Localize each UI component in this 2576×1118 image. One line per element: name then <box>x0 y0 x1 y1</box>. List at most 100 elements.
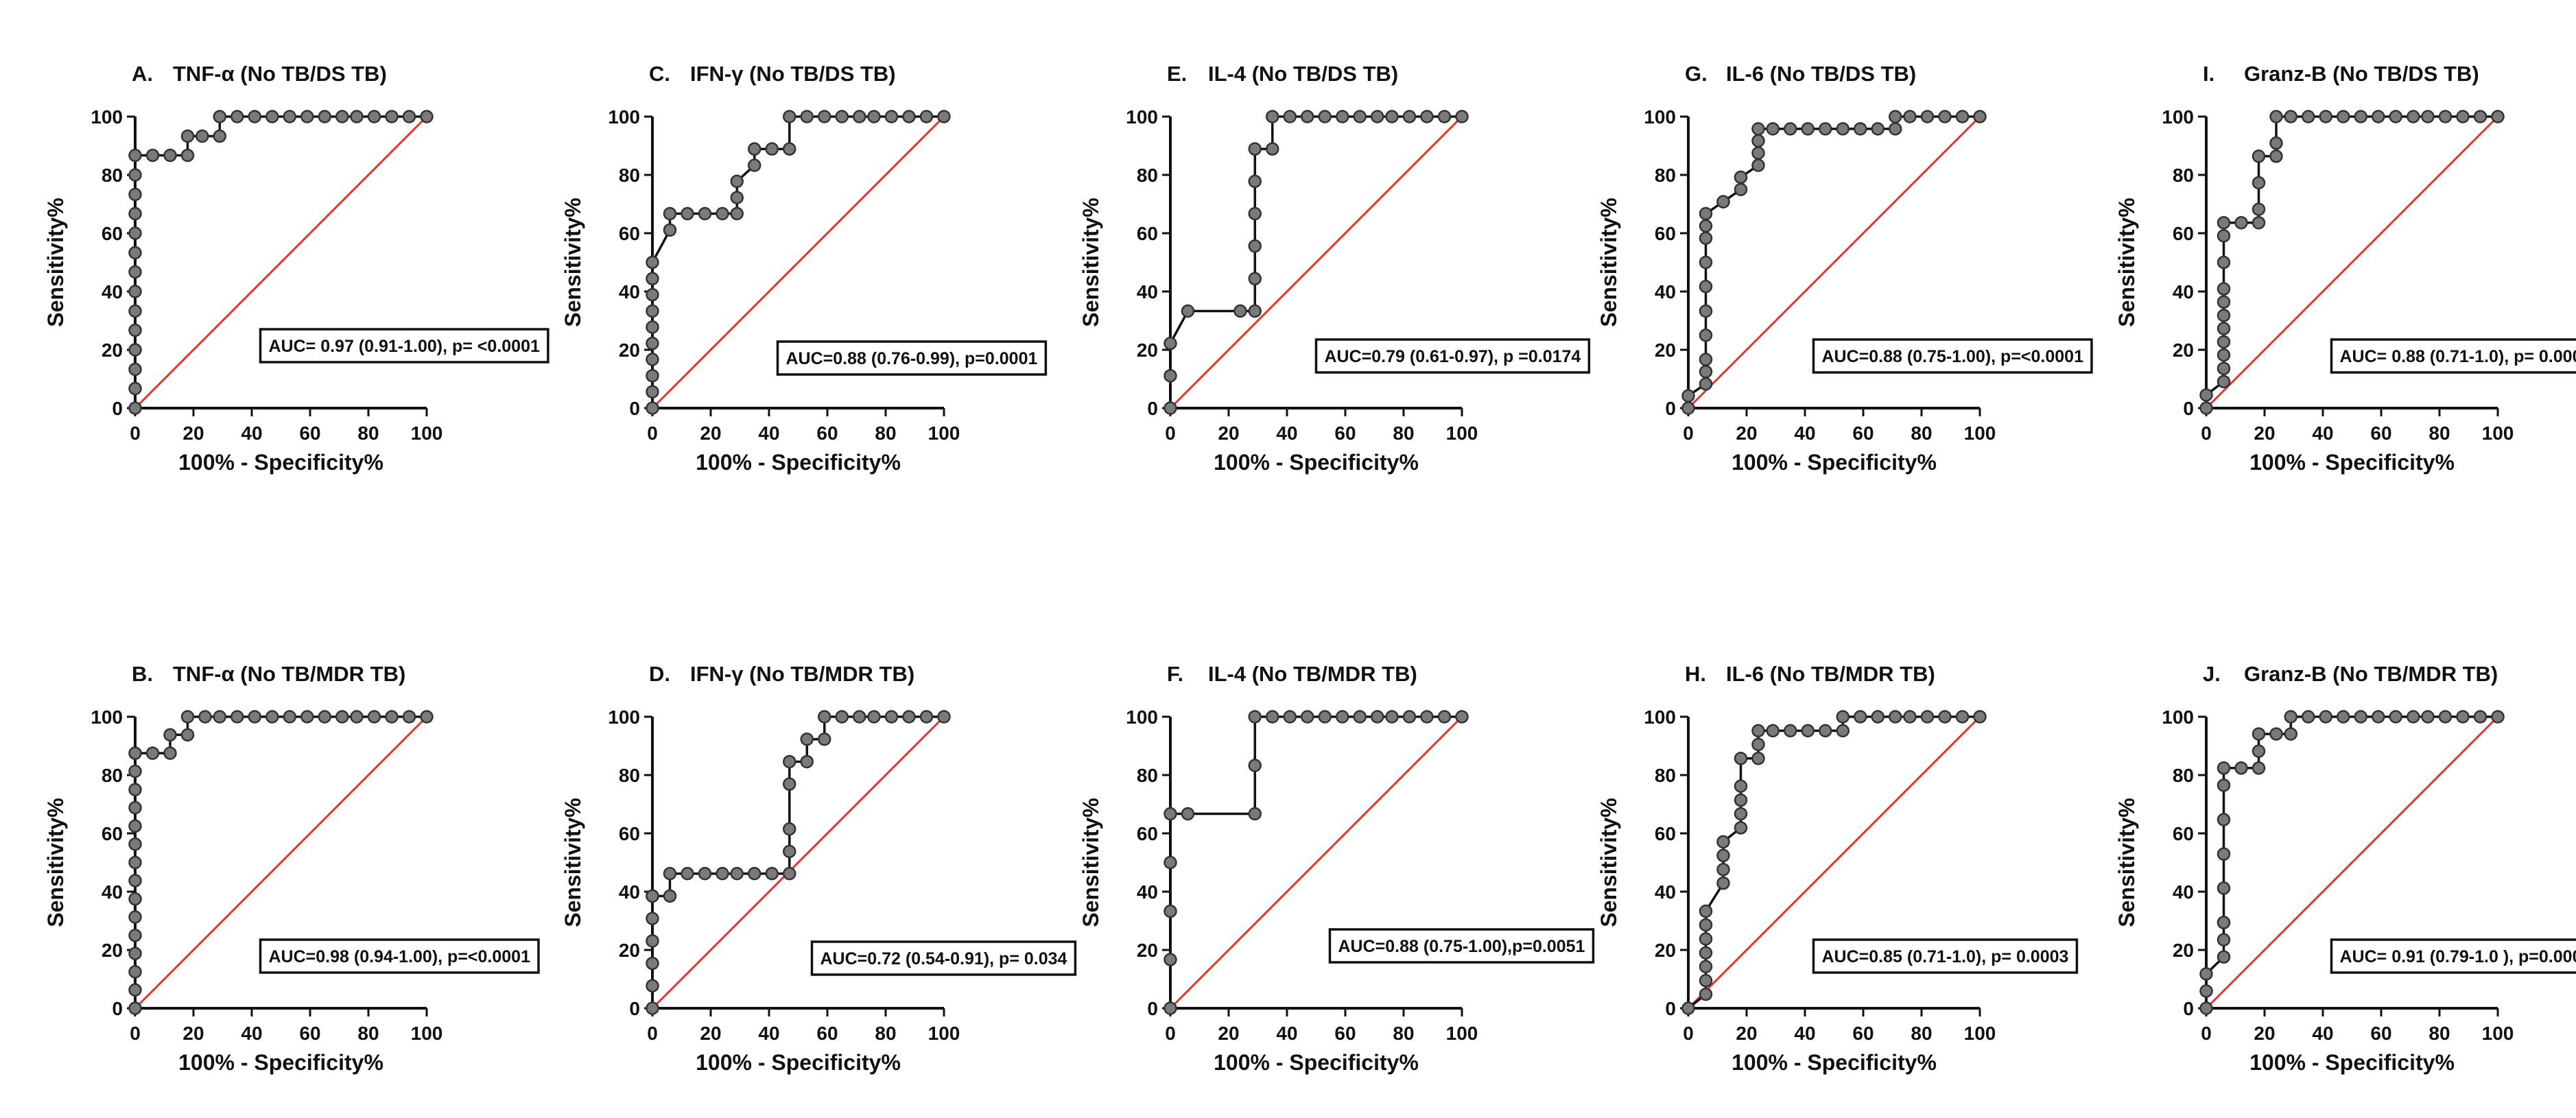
y-tick-label: 80 <box>1137 765 1158 786</box>
roc-point <box>1318 710 1332 724</box>
x-tick-label: 40 <box>758 1023 779 1044</box>
roc-point <box>1801 724 1815 738</box>
x-tick-label: 20 <box>1736 423 1757 444</box>
roc-point <box>1889 710 1902 724</box>
y-tick-label: 100 <box>1644 106 1676 128</box>
panel-title: Granz-B (No TB/MDR TB) <box>2244 662 2498 686</box>
panel-letter: A. <box>132 62 153 86</box>
roc-point <box>698 206 712 221</box>
roc-point <box>1681 1001 1695 1015</box>
roc-point <box>1801 122 1815 136</box>
roc-point <box>2491 710 2505 724</box>
x-tick-label: 20 <box>182 1023 204 1044</box>
x-tick-label: 20 <box>2254 423 2275 444</box>
panel-letter: I. <box>2203 62 2214 86</box>
roc-point <box>1420 110 1434 123</box>
y-tick-label: 20 <box>2173 340 2194 361</box>
y-tick-label: 0 <box>1665 398 1676 419</box>
roc-point <box>213 129 226 143</box>
y-tick-label: 80 <box>102 165 123 186</box>
roc-point <box>1455 110 1469 123</box>
x-tick-label: 80 <box>1911 1023 1932 1044</box>
panel-title: IFN-γ (No TB/DS TB) <box>690 62 896 86</box>
y-tick-label: 0 <box>2183 998 2194 1019</box>
roc-point <box>128 929 142 942</box>
roc-point <box>765 142 779 156</box>
x-tick-label: 80 <box>357 423 379 444</box>
y-tick-label: 40 <box>1137 881 1158 903</box>
roc-point <box>1301 110 1314 123</box>
roc-point <box>128 187 142 202</box>
roc-point <box>663 866 677 881</box>
roc-point <box>2372 110 2385 123</box>
x-tick-label: 40 <box>241 423 262 444</box>
panel-letter: F. <box>1167 662 1183 686</box>
roc-point <box>1699 231 1713 245</box>
roc-point <box>2217 229 2231 243</box>
y-tick-label: 100 <box>91 706 123 728</box>
roc-point <box>902 110 916 123</box>
y-tick-label: 60 <box>2173 223 2194 244</box>
roc-point <box>1163 401 1177 415</box>
y-tick-label: 40 <box>102 281 123 302</box>
x-tick-label: 60 <box>1334 423 1356 444</box>
roc-point <box>663 206 677 221</box>
roc-point <box>128 965 142 979</box>
roc-point <box>2284 710 2297 724</box>
roc-point <box>2199 401 2213 415</box>
auc-text: AUC=0.98 (0.94-1.00), p=<0.0001 <box>269 947 531 966</box>
roc-point <box>196 129 209 143</box>
roc-point <box>2199 388 2213 402</box>
roc-point <box>1734 821 1748 835</box>
y-axis-label: Sensitivity% <box>2114 198 2139 327</box>
y-axis-label: Sensitivity% <box>43 198 68 327</box>
roc-point <box>1973 110 1987 123</box>
x-tick-label: 40 <box>1276 423 1297 444</box>
reference-line <box>651 715 945 1010</box>
roc-point <box>283 710 296 724</box>
y-axis-label: Sensitivity% <box>560 198 585 327</box>
roc-point <box>128 819 142 833</box>
roc-point <box>1716 848 1730 863</box>
roc-point <box>1402 710 1417 724</box>
y-tick-label: 0 <box>1147 998 1158 1019</box>
y-tick-label: 40 <box>619 881 640 903</box>
roc-point <box>1751 134 1765 148</box>
x-tick-label: 80 <box>875 1023 896 1044</box>
x-tick-label: 80 <box>875 423 896 444</box>
roc-point <box>402 710 416 724</box>
roc-point <box>2199 1001 2213 1015</box>
x-tick-label: 40 <box>1276 1023 1297 1044</box>
roc-point <box>1248 142 1262 156</box>
y-tick-label: 40 <box>1655 881 1676 903</box>
y-axis-label: Sensitivity% <box>560 798 585 927</box>
roc-point <box>1385 110 1399 123</box>
x-axis-label: 100% - Specificity% <box>1214 450 1419 475</box>
roc-point <box>231 710 244 724</box>
auc-text: AUC=0.88 (0.76-0.99), p=0.0001 <box>786 349 1038 368</box>
roc-curve <box>2205 115 2498 408</box>
roc-point <box>2269 136 2283 150</box>
roc-point <box>1283 110 1297 123</box>
roc-panel-c: C. IFN-γ (No TB/DS TB) 0 20 40 60 80 100 0 20 40 60… <box>560 62 1048 475</box>
roc-point <box>2217 916 2231 929</box>
roc-point <box>1248 272 1262 286</box>
x-tick-label: 60 <box>1334 1023 1356 1044</box>
x-axis-label: 100% - Specificity% <box>1732 450 1937 475</box>
roc-point <box>783 777 796 791</box>
reference-line <box>1687 115 1981 409</box>
roc-point <box>180 129 195 143</box>
y-tick-label: 20 <box>1137 940 1158 961</box>
roc-point <box>1751 158 1765 172</box>
x-tick-label: 40 <box>2312 1023 2333 1044</box>
x-tick-label: 40 <box>1794 423 1815 444</box>
y-tick-label: 100 <box>608 706 640 728</box>
roc-panel-h: H. IL-6 (No TB/MDR TB) 0 20 40 60 80 100 0 20 40 60… <box>1596 662 2079 1075</box>
y-axis-label: Sensitivity% <box>43 798 68 927</box>
roc-point <box>300 110 314 123</box>
reference-line <box>2205 115 2499 409</box>
roc-panel-e: E. IL-4 (No TB/DS TB) 0 20 40 60 80 100 0 20 40 60 8… <box>1078 62 1591 475</box>
roc-point <box>128 800 142 815</box>
x-axis-label: 100% - Specificity% <box>2249 450 2455 475</box>
y-tick-label: 80 <box>1137 165 1158 186</box>
